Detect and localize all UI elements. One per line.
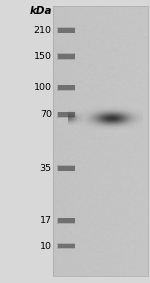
Bar (57, 53, 75, 60)
Bar (58, 112, 75, 117)
Text: 70: 70 (40, 110, 52, 119)
Bar (58, 28, 75, 33)
Bar (57, 165, 75, 171)
Text: kDa: kDa (29, 6, 52, 16)
Text: 10: 10 (40, 242, 52, 251)
Bar (57, 27, 75, 33)
Bar (53, 6, 148, 276)
Text: 35: 35 (40, 164, 52, 173)
Bar (58, 244, 75, 248)
Bar (57, 112, 75, 118)
Bar (57, 85, 75, 91)
Bar (57, 243, 75, 249)
Bar (58, 85, 75, 90)
Text: 100: 100 (34, 83, 52, 92)
Bar (58, 54, 75, 59)
Bar (58, 218, 75, 223)
Text: 210: 210 (34, 26, 52, 35)
Bar (58, 166, 75, 171)
Bar (57, 218, 75, 224)
Text: 17: 17 (40, 216, 52, 225)
Text: 150: 150 (34, 52, 52, 61)
